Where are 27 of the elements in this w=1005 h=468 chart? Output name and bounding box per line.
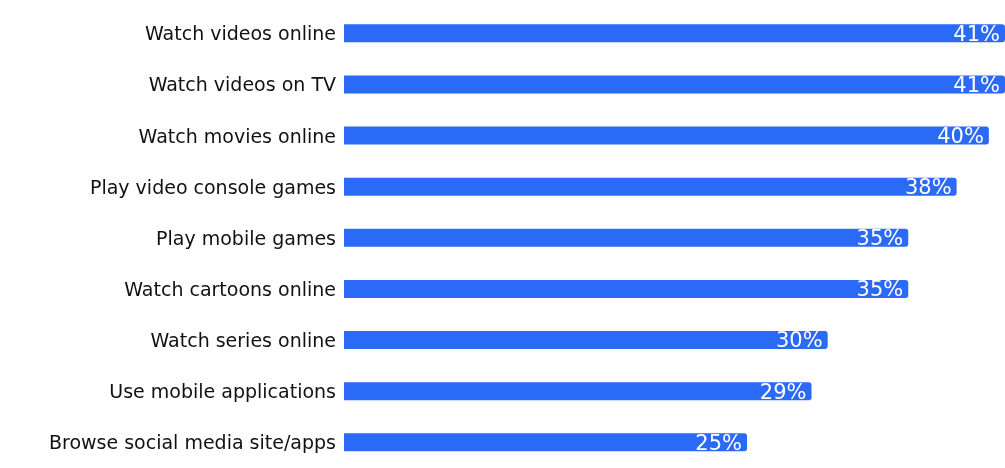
data-label: 30%: [775, 328, 823, 353]
y-tick-label: Watch videos online: [145, 22, 336, 45]
y-tick-label: Watch videos on TV: [148, 73, 336, 96]
bar: [344, 433, 748, 452]
y-tick-label: Watch movies online: [138, 124, 336, 147]
bar: [344, 279, 909, 298]
bar: [344, 126, 989, 145]
data-label: 35%: [856, 226, 904, 251]
y-tick-label: Play video console games: [89, 175, 336, 198]
y-tick-label: Browse social media site/apps: [48, 431, 336, 454]
data-label: 41%: [953, 72, 1000, 97]
bar: [344, 24, 1005, 43]
data-label: 41%: [953, 21, 1000, 46]
bar: [344, 228, 909, 247]
bar: [344, 177, 957, 196]
bar: [344, 75, 1005, 94]
data-label: 38%: [904, 175, 952, 200]
bar: [344, 382, 812, 401]
y-tick-label: Watch series online: [150, 328, 336, 351]
bar: [344, 331, 828, 350]
data-label: 35%: [856, 277, 904, 302]
data-label: 40%: [937, 124, 984, 149]
y-tick-label: Use mobile applications: [109, 380, 336, 403]
data-label: 29%: [759, 379, 807, 404]
y-tick-label: Watch cartoons online: [124, 277, 336, 300]
data-label: 25%: [695, 430, 743, 455]
y-tick-label: Play mobile games: [156, 226, 336, 249]
